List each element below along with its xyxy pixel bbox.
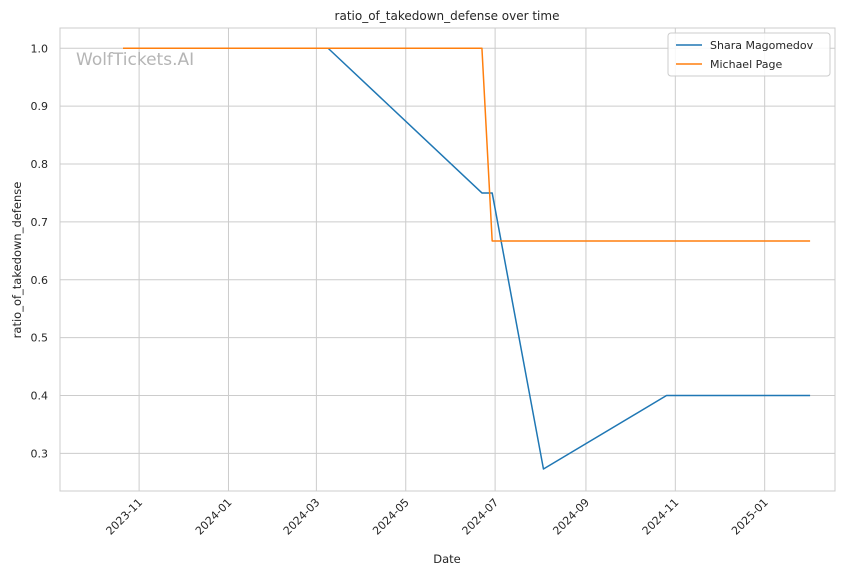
- watermark: WolfTickets.AI: [76, 50, 194, 70]
- legend-label: Michael Page: [710, 58, 782, 71]
- series-line-1: [123, 47, 811, 242]
- y-tick-label: 0.3: [31, 447, 49, 460]
- legend: Shara Magomedov Michael Page: [667, 32, 831, 77]
- y-tick-label: 0.9: [31, 100, 49, 113]
- chart-title: ratio_of_takedown_defense over time: [335, 9, 560, 23]
- y-tick-label: 0.8: [31, 158, 49, 171]
- y-tick-labels: 0.3 0.4 0.5 0.6 0.7 0.8 0.9 1.0: [31, 42, 49, 460]
- legend-box: [667, 32, 831, 77]
- series-lines: [123, 47, 811, 470]
- y-tick-label: 0.4: [31, 390, 49, 403]
- y-tick-label: 1.0: [31, 42, 49, 55]
- y-tick-label: 0.6: [31, 274, 49, 287]
- y-tick-label: 0.7: [31, 216, 49, 229]
- legend-label: Shara Magomedov: [710, 39, 814, 52]
- y-axis-label: ratio_of_takedown_defense: [10, 182, 24, 339]
- y-tick-label: 0.5: [31, 332, 49, 345]
- x-axis-label: Date: [433, 552, 461, 566]
- plot-area-frame: [59, 27, 836, 492]
